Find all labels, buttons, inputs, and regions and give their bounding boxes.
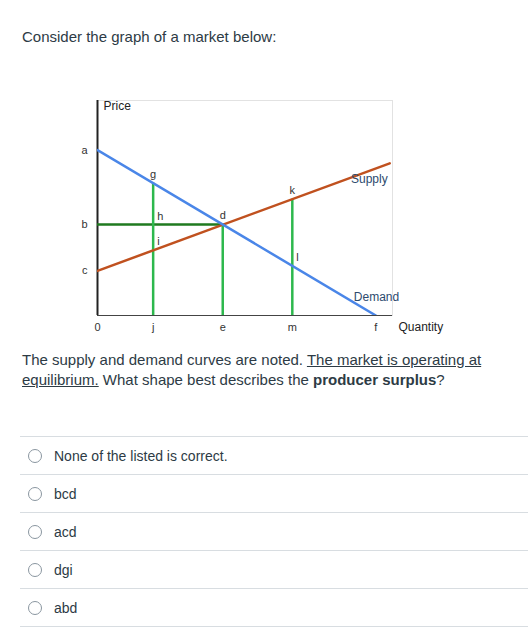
svg-text:Supply: Supply — [351, 172, 388, 186]
html-text:acd: acd — [54, 523, 77, 540]
svg-text:g: g — [150, 168, 156, 180]
svg-text:Quantity: Quantity — [399, 320, 444, 334]
svg-text:c: c — [82, 264, 88, 276]
html-text:None of the listed is correct.: None of the listed is correct. — [54, 447, 228, 464]
svg-text:h: h — [157, 210, 163, 222]
svg-text:k: k — [290, 184, 296, 196]
svg-text:i: i — [157, 235, 159, 247]
html-text:bcd: bcd — [54, 485, 77, 502]
svg-text:j: j — [151, 321, 154, 333]
html-text:dgi: dgi — [54, 561, 73, 578]
svg-text:l: l — [296, 251, 298, 263]
svg-text:e: e — [220, 321, 226, 333]
svg-text:Price: Price — [104, 99, 132, 113]
svg-text:f: f — [374, 321, 378, 333]
html-text:The supply and demand curves a: The supply and demand curves are noted. … — [22, 351, 482, 388]
svg-text:d: d — [220, 209, 226, 221]
svg-text:m: m — [288, 321, 297, 333]
svg-text:0: 0 — [94, 321, 100, 333]
html-text:abd: abd — [54, 599, 78, 616]
html-text:Consider the graph of a market: Consider the graph of a market below: — [22, 28, 277, 45]
svg-text:a: a — [81, 144, 88, 156]
svg-text:Demand: Demand — [354, 290, 399, 304]
svg-text:b: b — [81, 218, 87, 230]
